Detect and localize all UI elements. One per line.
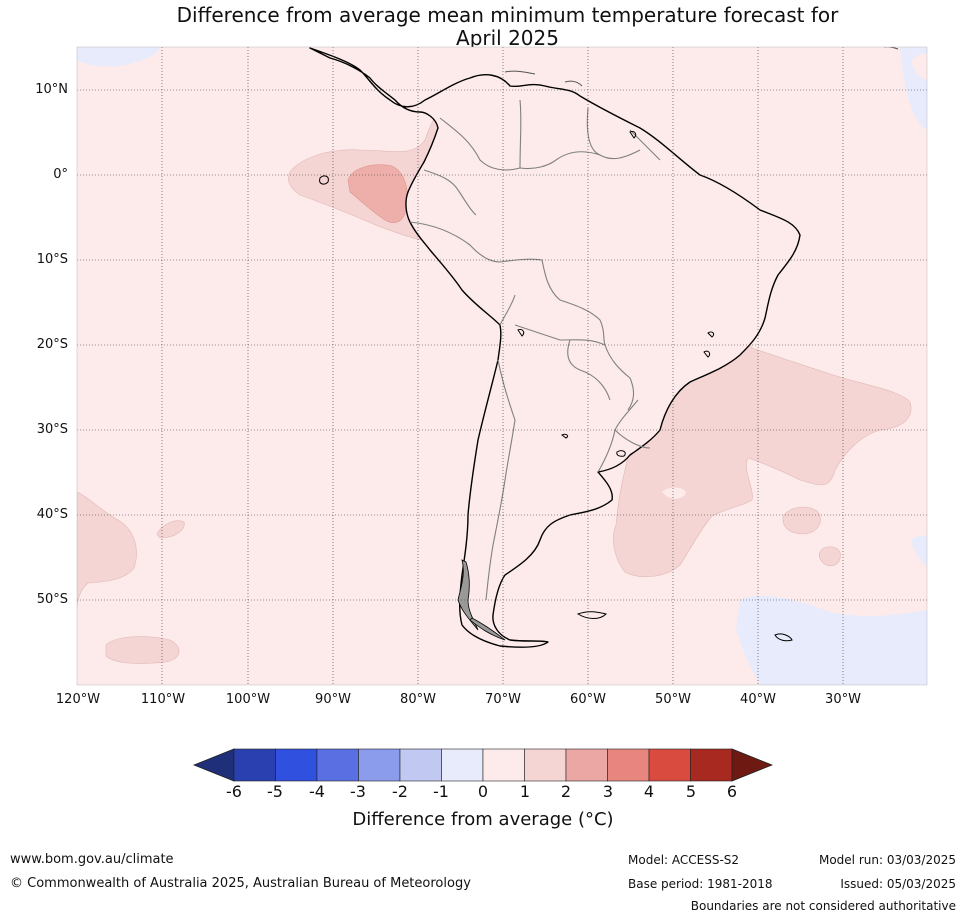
colorbar-tick: -5 bbox=[267, 782, 283, 801]
colorbar-segment bbox=[275, 748, 318, 782]
colorbar-tick: -2 bbox=[392, 782, 408, 801]
issued-text: Issued: 05/03/2025 bbox=[840, 877, 956, 891]
lat-label-10n: 10°N bbox=[35, 82, 68, 97]
website-link[interactable]: www.bom.gov.au/climate bbox=[10, 852, 174, 867]
lat-label-40s: 40°S bbox=[36, 507, 68, 522]
lon-label-110w: 110°W bbox=[140, 692, 186, 707]
copyright-text: © Commonwealth of Australia 2025, Austra… bbox=[10, 876, 471, 891]
south-atlantic-cool-patch bbox=[736, 595, 927, 685]
colorbar-tick: 2 bbox=[560, 782, 572, 801]
colorbar-tick: 1 bbox=[519, 782, 531, 801]
lon-label-100w: 100°W bbox=[225, 692, 271, 707]
gridlines bbox=[77, 47, 927, 685]
colorbar-segment bbox=[358, 748, 401, 782]
colorbar-tick: -1 bbox=[433, 782, 449, 801]
pacific-west-warm-patch bbox=[77, 491, 137, 611]
model-text: Model: ACCESS-S2 bbox=[628, 853, 740, 867]
chilean-archipelago bbox=[457, 559, 506, 641]
colorbar-tick: 0 bbox=[477, 782, 489, 801]
lon-label-50w: 50°W bbox=[655, 692, 691, 707]
colorbar-segment bbox=[233, 748, 276, 782]
colorbar-segment bbox=[524, 748, 567, 782]
colorbar-extend-high bbox=[731, 748, 774, 782]
colorbar-segment bbox=[482, 748, 525, 782]
lon-label-120w: 120°W bbox=[55, 692, 101, 707]
disclaimer-text: Boundaries are not considered authoritat… bbox=[690, 899, 956, 913]
south-atlantic-warm-blob bbox=[782, 506, 821, 535]
lon-label-90w: 90°W bbox=[315, 692, 351, 707]
pacific-south-warm-patch bbox=[105, 636, 180, 664]
lon-label-70w: 70°W bbox=[485, 692, 521, 707]
colorbar-segment bbox=[690, 748, 733, 782]
lat-label-50s: 50°S bbox=[36, 592, 68, 607]
chart-title: Difference from average mean minimum tem… bbox=[0, 4, 965, 50]
colorbar-extend-low bbox=[192, 748, 235, 782]
model-run-text: Model run: 03/03/2025 bbox=[818, 853, 956, 867]
colorbar-segment bbox=[565, 748, 608, 782]
title-line-2: April 2025 bbox=[456, 26, 559, 50]
southeast-cool-patch bbox=[912, 535, 927, 566]
atlantic-hole-small bbox=[662, 487, 686, 499]
colorbar-tick: -6 bbox=[226, 782, 242, 801]
colorbar-segment bbox=[399, 748, 442, 782]
colorbar-tick: -3 bbox=[350, 782, 366, 801]
south-atlantic-warm-dot bbox=[818, 546, 841, 567]
colorbar-segment bbox=[648, 748, 691, 782]
title-line-1: Difference from average mean minimum tem… bbox=[176, 3, 839, 27]
colorbar-tick: -4 bbox=[309, 782, 325, 801]
colorbar-tick: 3 bbox=[602, 782, 614, 801]
lat-label-20s: 20°S bbox=[36, 337, 68, 352]
country-boundaries bbox=[409, 99, 661, 601]
colorbar-segment bbox=[316, 748, 359, 782]
colorbar-tick: 5 bbox=[685, 782, 697, 801]
colorbar-label: Difference from average (°C) bbox=[352, 809, 614, 830]
map-frame bbox=[76, 46, 928, 686]
pacific-small-warm-patch bbox=[156, 520, 185, 539]
lat-label-30s: 30°S bbox=[36, 422, 68, 437]
colorbar-segment bbox=[607, 748, 650, 782]
lat-label-0: 0° bbox=[53, 167, 68, 182]
lon-label-30w: 30°W bbox=[825, 692, 861, 707]
lon-label-80w: 80°W bbox=[400, 692, 436, 707]
colorbar-segment bbox=[441, 748, 484, 782]
base-period-text: Base period: 1981-2018 bbox=[628, 877, 773, 891]
lon-label-60w: 60°W bbox=[570, 692, 606, 707]
colorbar-tick: 6 bbox=[726, 782, 738, 801]
colorbar-tick: 4 bbox=[643, 782, 655, 801]
lon-label-40w: 40°W bbox=[740, 692, 776, 707]
ne-warm-island bbox=[912, 53, 927, 80]
lat-label-10s: 10°S bbox=[36, 252, 68, 267]
northwest-cool-patch bbox=[77, 47, 160, 67]
islands-and-lakes bbox=[319, 131, 793, 642]
